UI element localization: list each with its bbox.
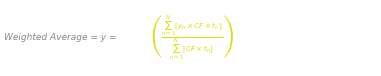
Text: Weighted Average = y =: Weighted Average = y =: [4, 34, 116, 42]
Text: $\left(\frac{\sum_{n=1}^{N}\left[y_n \times CF \times t_n\right]}{\sum_{n=1}^{N}: $\left(\frac{\sum_{n=1}^{N}\left[y_n \ti…: [150, 14, 235, 62]
